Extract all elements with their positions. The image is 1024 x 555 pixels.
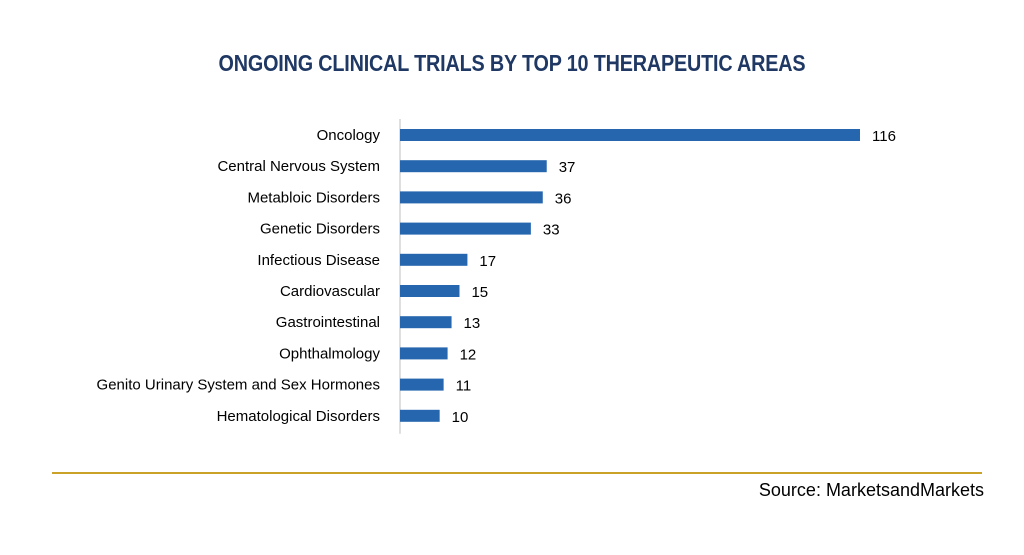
data-label: 11 — [456, 378, 472, 395]
category-label: Genetic Disorders — [260, 221, 380, 238]
bar — [400, 378, 444, 391]
bar — [400, 409, 440, 422]
category-label: Infectious Disease — [257, 252, 380, 269]
divider-line — [52, 472, 982, 474]
category-label: Genito Urinary System and Sex Hormones — [97, 377, 380, 394]
data-label: 10 — [452, 409, 469, 426]
bar — [400, 160, 547, 173]
bar — [400, 222, 531, 235]
data-label: 12 — [460, 346, 477, 363]
data-label: 36 — [555, 190, 572, 207]
bar — [400, 129, 860, 141]
data-label: 13 — [464, 315, 481, 332]
category-label: Oncology — [317, 127, 381, 144]
category-label: Hematological Disorders — [217, 408, 380, 425]
data-label: 15 — [471, 284, 488, 301]
data-label: 116 — [872, 128, 896, 145]
source-note: Source: MarketsandMarkets — [758, 480, 984, 500]
bar-chart: Oncology 116 Central Nervous System 37 Metab… — [97, 119, 896, 434]
bar — [400, 191, 543, 204]
category-label: Central Nervous System — [217, 158, 380, 175]
bar — [400, 285, 460, 297]
data-label: 17 — [479, 253, 496, 270]
category-label: Cardiovascular — [280, 283, 380, 300]
data-label: 37 — [559, 159, 576, 176]
bar — [400, 347, 448, 360]
category-label: Gastrointestinal — [276, 314, 380, 331]
bar — [400, 316, 452, 329]
chart-title: ONGOING CLINICAL TRIALS BY TOP 10 THERAP… — [218, 50, 806, 76]
data-label: 33 — [543, 222, 560, 239]
bar — [400, 253, 468, 266]
category-label: Ophthalmology — [279, 345, 380, 362]
category-label: Metabloic Disorders — [247, 189, 380, 206]
